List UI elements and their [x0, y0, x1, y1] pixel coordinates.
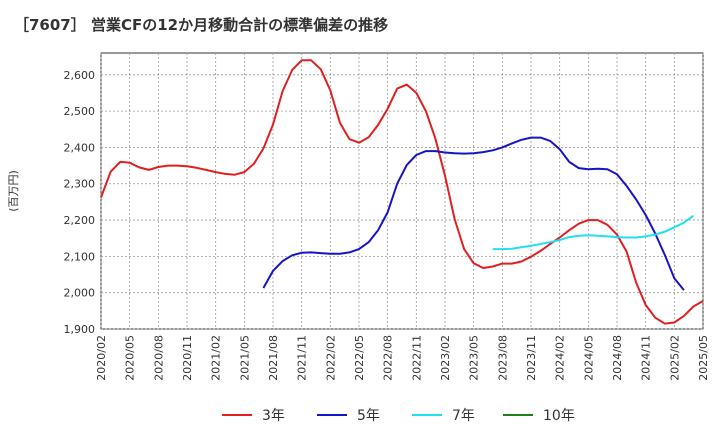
y-tick-label: 2,000	[64, 287, 96, 300]
series-line-1	[262, 136, 685, 291]
x-tick-label: 2023/02	[439, 335, 452, 381]
x-tick-label: 2022/02	[324, 335, 337, 381]
legend-label: 7年	[452, 408, 475, 424]
x-tick-label: 2023/11	[525, 335, 538, 381]
grid-layer	[100, 52, 704, 330]
legend-item-3: 10年	[503, 402, 575, 428]
series-line-0	[100, 59, 704, 325]
y-tick-label: 2,100	[64, 250, 96, 263]
legend-swatch	[317, 414, 347, 416]
axis-layer: 1,900 2,000 2,100 2,200 2,300 2,400 2,500 2,600…	[64, 69, 711, 381]
x-tick-label: 2023/05	[468, 335, 481, 381]
x-tick-label: 2020/11	[181, 335, 194, 381]
plot-frame	[100, 52, 704, 330]
legend-item-2: 7年	[412, 402, 475, 428]
chart-title: ［7607］ 営業CFの12か月移動合計の標準偏差の推移	[14, 16, 389, 34]
y-tick-label: 2,600	[64, 69, 96, 82]
x-tick-label: 2022/08	[382, 335, 395, 381]
legend: 3年 5年 7年 10年	[0, 402, 720, 428]
legend-label: 3年	[262, 408, 285, 424]
y-axis-label: (百万円)	[7, 170, 20, 212]
y-tick-label: 2,300	[64, 178, 96, 191]
x-tick-label: 2022/11	[410, 335, 423, 381]
legend-swatch	[503, 414, 533, 416]
series-layer	[100, 59, 704, 325]
y-tick-label: 2,200	[64, 214, 96, 227]
x-tick-label: 2020/05	[124, 335, 137, 381]
x-tick-label: 2021/11	[296, 335, 309, 381]
legend-swatch	[412, 414, 442, 416]
x-tick-label: 2020/08	[152, 335, 165, 381]
x-tick-label: 2024/11	[640, 335, 653, 381]
x-tick-label: 2021/02	[210, 335, 223, 381]
y-tick-label: 1,900	[64, 323, 96, 336]
x-tick-label: 2021/05	[238, 335, 251, 381]
x-tick-label: 2020/02	[95, 335, 108, 381]
legend-item-1: 5年	[317, 402, 380, 428]
x-tick-label: 2024/02	[554, 335, 567, 381]
legend-label: 5年	[357, 408, 380, 424]
x-tick-label: 2024/08	[611, 335, 624, 381]
x-tick-label: 2023/08	[496, 335, 509, 381]
legend-label: 10年	[543, 408, 575, 424]
y-tick-label: 2,400	[64, 141, 96, 154]
x-tick-label: 2025/02	[668, 335, 681, 381]
x-tick-label: 2024/05	[582, 335, 595, 381]
series-line-2	[492, 214, 694, 251]
legend-item-0: 3年	[222, 402, 285, 428]
y-tick-label: 2,500	[64, 105, 96, 118]
x-tick-label: 2021/08	[267, 335, 280, 381]
x-tick-label: 2025/05	[697, 335, 710, 381]
legend-swatch	[222, 414, 252, 416]
x-tick-label: 2022/05	[353, 335, 366, 381]
